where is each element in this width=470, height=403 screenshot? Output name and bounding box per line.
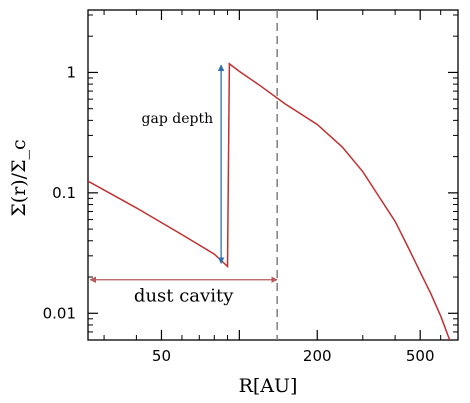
plot-frame xyxy=(87,9,459,341)
y-axis-label: Σ(r)/Σ_c xyxy=(8,139,30,216)
y-tick-label: 1 xyxy=(66,63,76,81)
dust-cavity-label: dust cavity xyxy=(134,286,234,307)
y-tick-label: 0.01 xyxy=(43,304,76,322)
gap-depth-label: gap depth xyxy=(142,111,214,127)
x-axis-label: R[AU] xyxy=(239,375,298,397)
x-tick-label: 500 xyxy=(406,347,435,365)
surface-density-line xyxy=(88,62,451,340)
x-tick-label: 200 xyxy=(303,347,332,365)
x-tick-label: 50 xyxy=(152,347,171,365)
y-tick-label: 0.1 xyxy=(52,184,76,202)
